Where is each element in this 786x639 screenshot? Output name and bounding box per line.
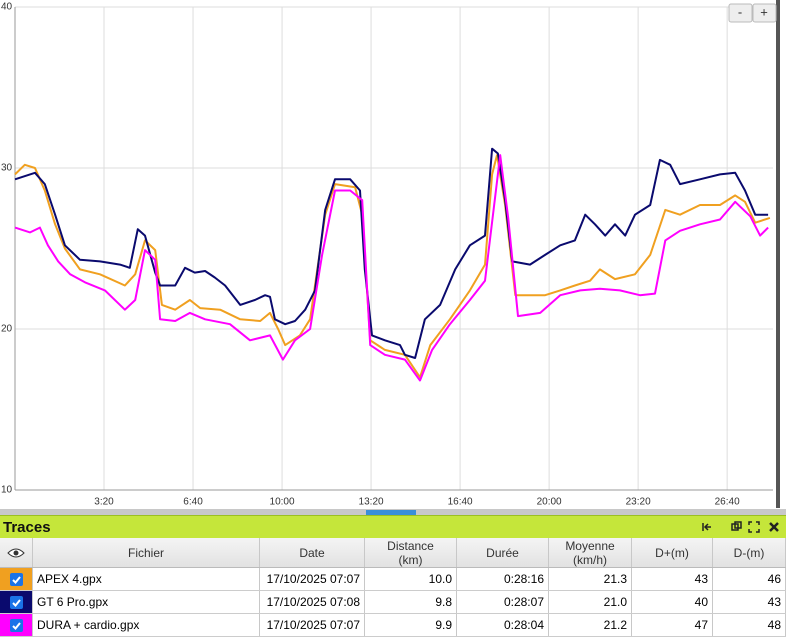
table-cell: 40 — [632, 591, 713, 613]
zoom-minus[interactable]: - — [728, 3, 753, 23]
table-row: APEX 4.gpx 17/10/2025 07:07 10.0 0:28:16 21.… — [0, 568, 786, 591]
column-header-text: (km/h) — [573, 552, 607, 567]
zoom-plus[interactable]: + — [752, 3, 777, 23]
column-header[interactable]: D-(m) — [713, 538, 786, 567]
color-swatch — [0, 614, 33, 636]
x-tick-label: 3:20 — [94, 497, 114, 508]
table-cell: 43 — [632, 568, 713, 590]
table-cell: DURA + cardio.gpx — [33, 614, 260, 636]
checkbox[interactable] — [9, 618, 23, 632]
table-cell: 21.0 — [549, 591, 632, 613]
column-header[interactable]: Durée — [457, 538, 549, 567]
y-tick-label: 30 — [1, 163, 13, 174]
column-header-text: Moyenne — [565, 538, 615, 553]
y-tick-label: 20 — [1, 324, 13, 335]
column-header[interactable]: Date — [260, 538, 365, 567]
plot: 10 20 30 40 3:20 6:40 10:00 13:20 16:40 20:00 23:2… — [1, 2, 773, 508]
table-cell: 47 — [632, 614, 713, 636]
column-header-text: Distance — [387, 538, 434, 553]
table-cell: 43 — [713, 591, 786, 613]
chart: 10 20 30 40 3:20 6:40 10:00 13:20 16:40 20:00 23:2… — [0, 0, 786, 515]
table-row: DURA + cardio.gpx 17/10/2025 07:07 9.9 0:28… — [0, 614, 786, 637]
x-tick-label: 26:40 — [715, 497, 740, 508]
column-header-text: (km) — [398, 552, 423, 567]
x-tick-label: 6:40 — [183, 497, 203, 508]
table-body: APEX 4.gpx 17/10/2025 07:07 10.0 0:28:16 21.… — [0, 568, 786, 637]
table-cell: 0:28:07 — [457, 591, 549, 613]
column-header[interactable]: Fichier — [33, 538, 260, 567]
table-row: GT 6 Pro.gpx 17/10/2025 07:08 9.8 0:28:07 21… — [0, 591, 786, 614]
column-header-text: Fichier — [127, 545, 164, 560]
column-header[interactable]: Distance (km) — [365, 538, 457, 567]
zoom-minus-label: - — [738, 4, 742, 19]
x-tick-label: 13:20 — [359, 497, 384, 508]
zoom-plus-label: + — [760, 4, 768, 19]
table-cell: APEX 4.gpx — [33, 568, 260, 590]
y-tick-label: 40 — [1, 2, 13, 13]
table-header: Fichier Date Distance (km) Durée Moyenne (km/h… — [0, 538, 786, 568]
table-cell: 0:28:16 — [457, 568, 549, 590]
traces-panel: Traces Fichier Date Distance (km) Durée Moyen… — [0, 515, 786, 639]
panel-icons[interactable] — [700, 519, 786, 535]
table-cell: 10.0 — [365, 568, 457, 590]
table-cell: 17/10/2025 07:08 — [260, 591, 365, 613]
series-line — [14, 154, 771, 379]
chart-edge — [776, 0, 780, 508]
x-tick-label: 23:20 — [626, 497, 651, 508]
column-header[interactable]: D+(m) — [632, 538, 713, 567]
color-swatch — [0, 591, 33, 613]
column-header-text: Date — [299, 545, 325, 560]
table-cell: 9.8 — [365, 591, 457, 613]
column-header-text: Durée — [486, 545, 519, 560]
column-header-text: D+(m) — [655, 545, 689, 560]
table-cell: 9.9 — [365, 614, 457, 636]
series-line — [14, 154, 769, 382]
checkbox[interactable] — [9, 595, 23, 609]
x-tick-label: 16:40 — [448, 497, 473, 508]
color-swatch — [0, 568, 33, 590]
table-cell: 17/10/2025 07:07 — [260, 614, 365, 636]
traces-title: Traces — [3, 518, 51, 536]
traces-bar: Traces — [0, 515, 786, 538]
x-tick-label: 20:00 — [537, 497, 562, 508]
y-tick-label: 10 — [1, 485, 13, 496]
series-line — [14, 147, 769, 359]
table-cell: GT 6 Pro.gpx — [33, 591, 260, 613]
checkbox[interactable] — [9, 572, 23, 586]
column-header-text: D-(m) — [733, 545, 765, 560]
table-cell: 17/10/2025 07:07 — [260, 568, 365, 590]
table-cell: 48 — [713, 614, 786, 636]
table-cell: 0:28:04 — [457, 614, 549, 636]
scroll-thumb[interactable] — [366, 510, 416, 515]
table-cell: 46 — [713, 568, 786, 590]
eye-column[interactable] — [0, 538, 33, 567]
column-header[interactable]: Moyenne (km/h) — [549, 538, 632, 567]
table-cell: 21.3 — [549, 568, 632, 590]
table-cell: 21.2 — [549, 614, 632, 636]
x-tick-label: 10:00 — [270, 497, 295, 508]
